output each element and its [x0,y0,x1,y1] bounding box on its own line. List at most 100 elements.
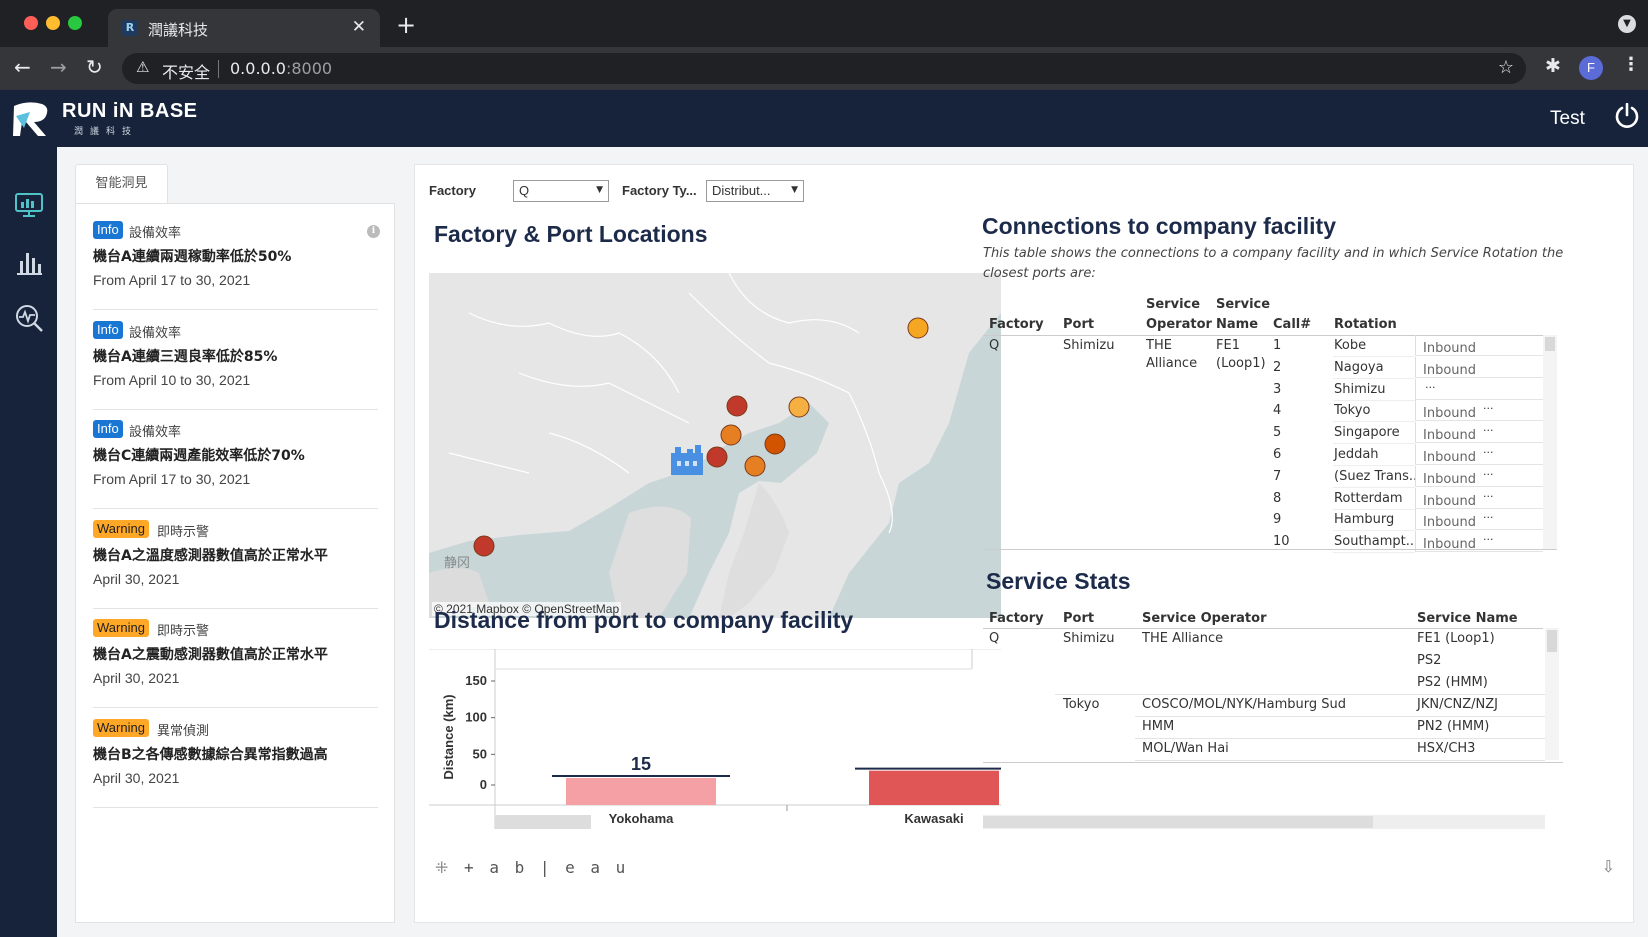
insight-item[interactable]: Warning 即時示警 機台A之震動感測器數值高於正常水平 April 30, 20… [93,602,378,708]
factory-type-filter-label: Factory Ty... [622,183,697,198]
power-logout-icon[interactable] [1614,103,1640,129]
chart-title: Distance from port to company facility [434,607,854,633]
download-icon[interactable]: ⇩ [1601,857,1615,876]
more-icon[interactable]: ··· [1483,533,1494,547]
rotation-port: Hamburg [1334,512,1395,528]
insight-category: 即時示警 [157,524,210,540]
more-icon[interactable]: ··· [1483,489,1494,503]
rotation-port: Rotterdam [1334,490,1403,506]
stats-col-operator: Service Operator [1142,611,1267,626]
user-name[interactable]: Test [1550,108,1585,129]
warning-badge: Warning [93,619,149,637]
insight-item[interactable]: Info 設備效率 機台A連續兩週稼動率低於50% From April 17 to … [93,204,378,310]
stats-operator: MOL/Wan Hai [1142,741,1229,756]
more-icon[interactable]: ··· [1483,424,1494,438]
direction-cell: Inbound [1423,450,1477,465]
y-tick-label: 0 [480,777,487,792]
direction-cell: Inbound [1423,406,1477,422]
info-icon[interactable]: i [367,225,380,238]
reload-icon[interactable]: ↻ [86,55,103,79]
address-bar[interactable]: ⚠ 不安全 0.0.0.0:8000 ☆ [122,53,1526,84]
more-icon[interactable]: ··· [1425,380,1436,394]
insight-item[interactable]: Warning 異常偵測 機台B之各傳感數據綜合異常指數過高 April 30, 20… [93,702,378,808]
stats-scrollbar[interactable] [1545,628,1559,760]
minimize-window-button[interactable] [46,16,60,30]
app-header: RUN iN BASE 潤議科技 Test [0,90,1648,147]
table-scrollbar[interactable] [1543,335,1557,549]
info-badge: Info [93,420,123,438]
stats-service-name: FE1 (Loop1) [1417,631,1495,646]
conn-service: FE1 (Loop1) [1216,338,1266,371]
factory-filter-select[interactable]: Q ▼ [513,180,609,202]
port-marker [473,535,495,557]
left-navigation [0,147,57,937]
security-label: 不安全 [162,63,211,82]
stats-service-name: PS2 (HMM) [1417,675,1488,690]
rotation-port: Singapore [1334,425,1400,441]
port-marker [788,396,810,418]
direction-cell: Inbound [1423,493,1477,509]
bookmark-star-icon[interactable]: ☆ [1497,57,1514,78]
y-tick-label: 50 [473,746,487,761]
horizontal-scrollbar[interactable] [983,815,1545,829]
insight-title: 機台A之震動感測器數值高於正常水平 [93,647,328,663]
more-icon[interactable]: ··· [1483,402,1494,416]
browser-tab[interactable]: R 潤議科技 ✕ [108,9,380,47]
stats-service-name: PN2 (HMM) [1417,719,1490,734]
rotation-port: Tokyo [1334,403,1371,419]
map-place-label: 静冈 [444,556,470,571]
port-marker [907,317,929,339]
chart-scrollbar[interactable] [495,815,591,829]
new-tab-button[interactable]: + [396,11,417,39]
maximize-window-button[interactable] [68,16,82,30]
logo-subtitle: 潤議科技 [74,127,139,137]
insight-item[interactable]: Info 設備效率 機台A連續三週良率低於85% From April 10 to 3… [93,304,378,410]
insight-item[interactable]: Warning 即時示警 機台A之溫度感測器數值高於正常水平 April 30, 20… [93,503,378,609]
browser-menu-icon[interactable]: ⋮ [1622,54,1640,75]
forward-arrow-icon[interactable]: → [50,55,67,79]
back-arrow-icon[interactable]: ← [14,55,31,79]
more-icon[interactable]: ··· [1483,446,1494,459]
stats-port: Shimizu [1063,631,1115,646]
y-axis-label: Distance (km) [441,694,456,779]
tab-search-icon[interactable]: ▼ [1618,15,1636,33]
analytics-search-icon[interactable] [14,303,44,333]
more-icon[interactable]: ··· [1483,467,1494,481]
dropdown-caret-icon: ▼ [791,185,798,195]
close-window-button[interactable] [24,16,38,30]
insight-item[interactable]: Info 設備效率 機台C連續兩週產能效率低於70% From April 17 to… [93,403,378,509]
tab-insights[interactable]: 智能洞見 [75,164,168,204]
stats-col-name: Service Name [1417,611,1518,626]
rotation-port: Jeddah [1334,447,1379,462]
port-marker [744,455,766,477]
close-tab-icon[interactable]: ✕ [351,17,366,37]
rotation-port: Kobe [1334,338,1367,353]
call-number: 8 [1273,490,1282,506]
call-number: 3 [1273,381,1282,397]
y-tick-label: 100 [465,710,487,725]
port-location-map[interactable]: 静冈 © 2021 Mapbox © OpenStreetMap [429,273,1001,618]
rotation-port: (Suez Trans.. [1334,468,1418,484]
tableau-logo[interactable]: ⁜ + a b | e a u [435,858,629,877]
profile-avatar[interactable]: F [1579,56,1603,80]
factory-type-filter-select[interactable]: Distribut... ▼ [706,180,804,202]
warning-icon: ⚠ [136,58,150,76]
direction-cell: Inbound [1423,341,1477,356]
insight-date: From April 17 to 30, 2021 [93,471,251,487]
monitor-dashboard-icon[interactable] [14,190,44,220]
distance-bar-chart[interactable]: 0 50 100 150 Distance (km) 15 Yokohama Kawasaki [429,649,1001,829]
bar [869,770,999,805]
info-badge: Info [93,320,123,339]
connections-title: Connections to company facility [982,213,1336,239]
warning-badge: Warning [93,718,149,737]
conn-operator: THE Alliance [1146,338,1198,371]
browser-toolbar: ← → ↻ ⚠ 不安全 0.0.0.0:8000 ☆ ✱ F ⋮ [0,47,1648,90]
extensions-puzzle-icon[interactable]: ✱ [1545,55,1561,77]
call-number: 4 [1273,403,1282,419]
more-icon[interactable]: ··· [1483,511,1494,525]
direction-cell: Inbound [1423,515,1477,531]
bar-chart-icon[interactable] [14,247,44,277]
map-attribution[interactable]: © 2021 Mapbox © OpenStreetMap [432,602,622,616]
call-number: 7 [1273,468,1282,484]
insight-title: 機台A之溫度感測器數值高於正常水平 [93,547,328,564]
